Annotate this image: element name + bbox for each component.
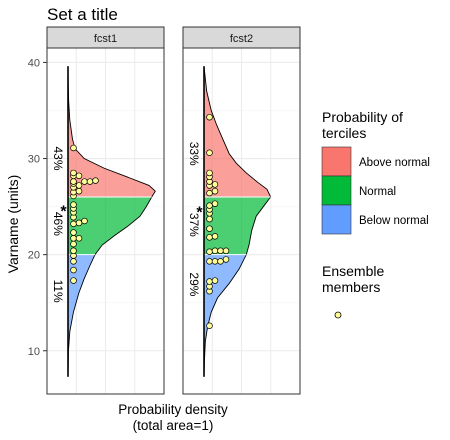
- legend-swatch: [321, 175, 352, 206]
- facet-strip-label: fcst2: [230, 33, 253, 45]
- members-legend-key: [334, 311, 342, 319]
- legend: Probability of terciles Above normal Norm…: [321, 109, 430, 319]
- ensemble-member-point: [81, 217, 88, 225]
- ensemble-member-point: [70, 144, 77, 152]
- x-axis-label-line1: Probability density: [118, 402, 228, 417]
- normal-area: [68, 196, 152, 255]
- ensemble-member-point: [70, 201, 77, 208]
- ensemble-member-point: [211, 233, 219, 240]
- ensemble-member-point: [70, 169, 77, 177]
- ensemble-member-point: [70, 247, 77, 255]
- ensemble-member-point: [211, 277, 219, 284]
- y-tick-label: 40: [28, 57, 40, 69]
- ensemble-member-point: [206, 234, 213, 241]
- above-normal-area: [68, 66, 156, 197]
- members-legend-title-line2: members: [322, 279, 380, 295]
- tercile-percent-normal: 46%: [51, 212, 65, 236]
- y-axis: 10 20 30 40: [28, 57, 47, 358]
- tercile-percent-normal: 37%: [187, 213, 201, 237]
- ensemble-member-point: [206, 248, 213, 256]
- ensemble-member-point: [206, 189, 213, 197]
- ensemble-member-point: [70, 235, 77, 242]
- density-outline: [203, 66, 272, 377]
- ensemble-member-point: [86, 178, 94, 185]
- ensemble-member-point: [211, 181, 219, 188]
- legend-title-line2: terciles: [322, 125, 366, 141]
- panel-border: [182, 47, 301, 395]
- facet-strip-label: fcst1: [94, 33, 117, 45]
- facet-panels: fcst1 * 43% 46% 11% fcst2 * 33% 37% 29%: [46, 26, 301, 395]
- ensemble-member-point: [70, 277, 77, 284]
- ensemble-member-point: [206, 169, 213, 177]
- below-normal-area: [204, 254, 247, 377]
- chart-title: Set a title: [47, 5, 118, 24]
- ensemble-member-point: [217, 258, 224, 265]
- ensemble-member-point: [70, 266, 77, 274]
- legend-title-line1: Probability of: [322, 109, 403, 125]
- tercile-percent-above: 33%: [187, 142, 201, 166]
- tercile-percent-below: 29%: [187, 272, 201, 296]
- facet-panel-fcst1: fcst1 * 43% 46% 11%: [46, 26, 165, 395]
- ensemble-member-point: [206, 215, 213, 223]
- facet-panel-fcst2: fcst2 * 33% 37% 29%: [182, 26, 301, 395]
- x-axis-label-line2: (total area=1): [133, 418, 214, 433]
- ensemble-member-point: [70, 258, 77, 265]
- ensemble-member-point: [211, 247, 219, 255]
- legend-item: Above normal: [321, 146, 430, 177]
- ensemble-member-point: [75, 187, 83, 195]
- legend-item-label: Normal: [359, 186, 396, 198]
- ensemble-member-point: [206, 202, 213, 209]
- ensemble-member-point: [70, 178, 77, 185]
- ensemble-member-point: [211, 187, 219, 195]
- y-tick-label: 10: [28, 346, 40, 358]
- ensemble-member-point: [81, 178, 88, 185]
- ensemble-member-point: [206, 225, 213, 232]
- ensemble-members: [70, 144, 99, 284]
- y-axis-label: Varname (units): [5, 175, 21, 274]
- ensemble-member-point: [206, 278, 213, 285]
- ensemble-member-point: [217, 247, 224, 255]
- below-normal-area: [68, 254, 95, 377]
- ensemble-member-point: [92, 177, 99, 184]
- legend-swatch: [321, 204, 352, 235]
- legend-swatch: [321, 146, 352, 177]
- ensemble-member-point: [75, 182, 83, 189]
- ensemble-member-point: [206, 149, 213, 157]
- ensemble-members: [206, 113, 230, 330]
- density-outline: [67, 66, 156, 377]
- tercile-percent-above: 43%: [51, 147, 65, 171]
- y-tick-label: 30: [28, 154, 40, 166]
- mean-star-marker: *: [60, 203, 67, 220]
- ensemble-member-point: [211, 258, 219, 265]
- legend-item: Normal: [321, 175, 396, 206]
- ensemble-member-point: [211, 200, 219, 207]
- ensemble-member-point: [206, 258, 213, 265]
- ensemble-member-point: [70, 229, 77, 236]
- above-normal-area: [204, 66, 271, 197]
- ensemble-member-point: [206, 322, 213, 330]
- ensemble-member-point: [70, 220, 77, 228]
- ensemble-member-point: [222, 256, 230, 263]
- tercile-percent-below: 11%: [51, 280, 65, 303]
- y-tick-label: 20: [28, 250, 40, 262]
- ensemble-member-point: [70, 240, 77, 248]
- legend-item-label: Below normal: [359, 215, 429, 227]
- ensemble-member-point: [206, 113, 213, 121]
- panel-border: [46, 47, 165, 395]
- ensemble-member-point: [75, 219, 83, 227]
- ensemble-member-point: [75, 235, 83, 242]
- normal-area: [204, 196, 271, 255]
- members-legend-title-line1: Ensemble: [322, 263, 384, 279]
- ensemble-member-point: [222, 247, 230, 255]
- legend-item: Below normal: [321, 204, 429, 235]
- legend-item-label: Above normal: [359, 157, 430, 169]
- mean-star-marker: *: [196, 204, 203, 221]
- ensemble-member-point: [75, 172, 83, 180]
